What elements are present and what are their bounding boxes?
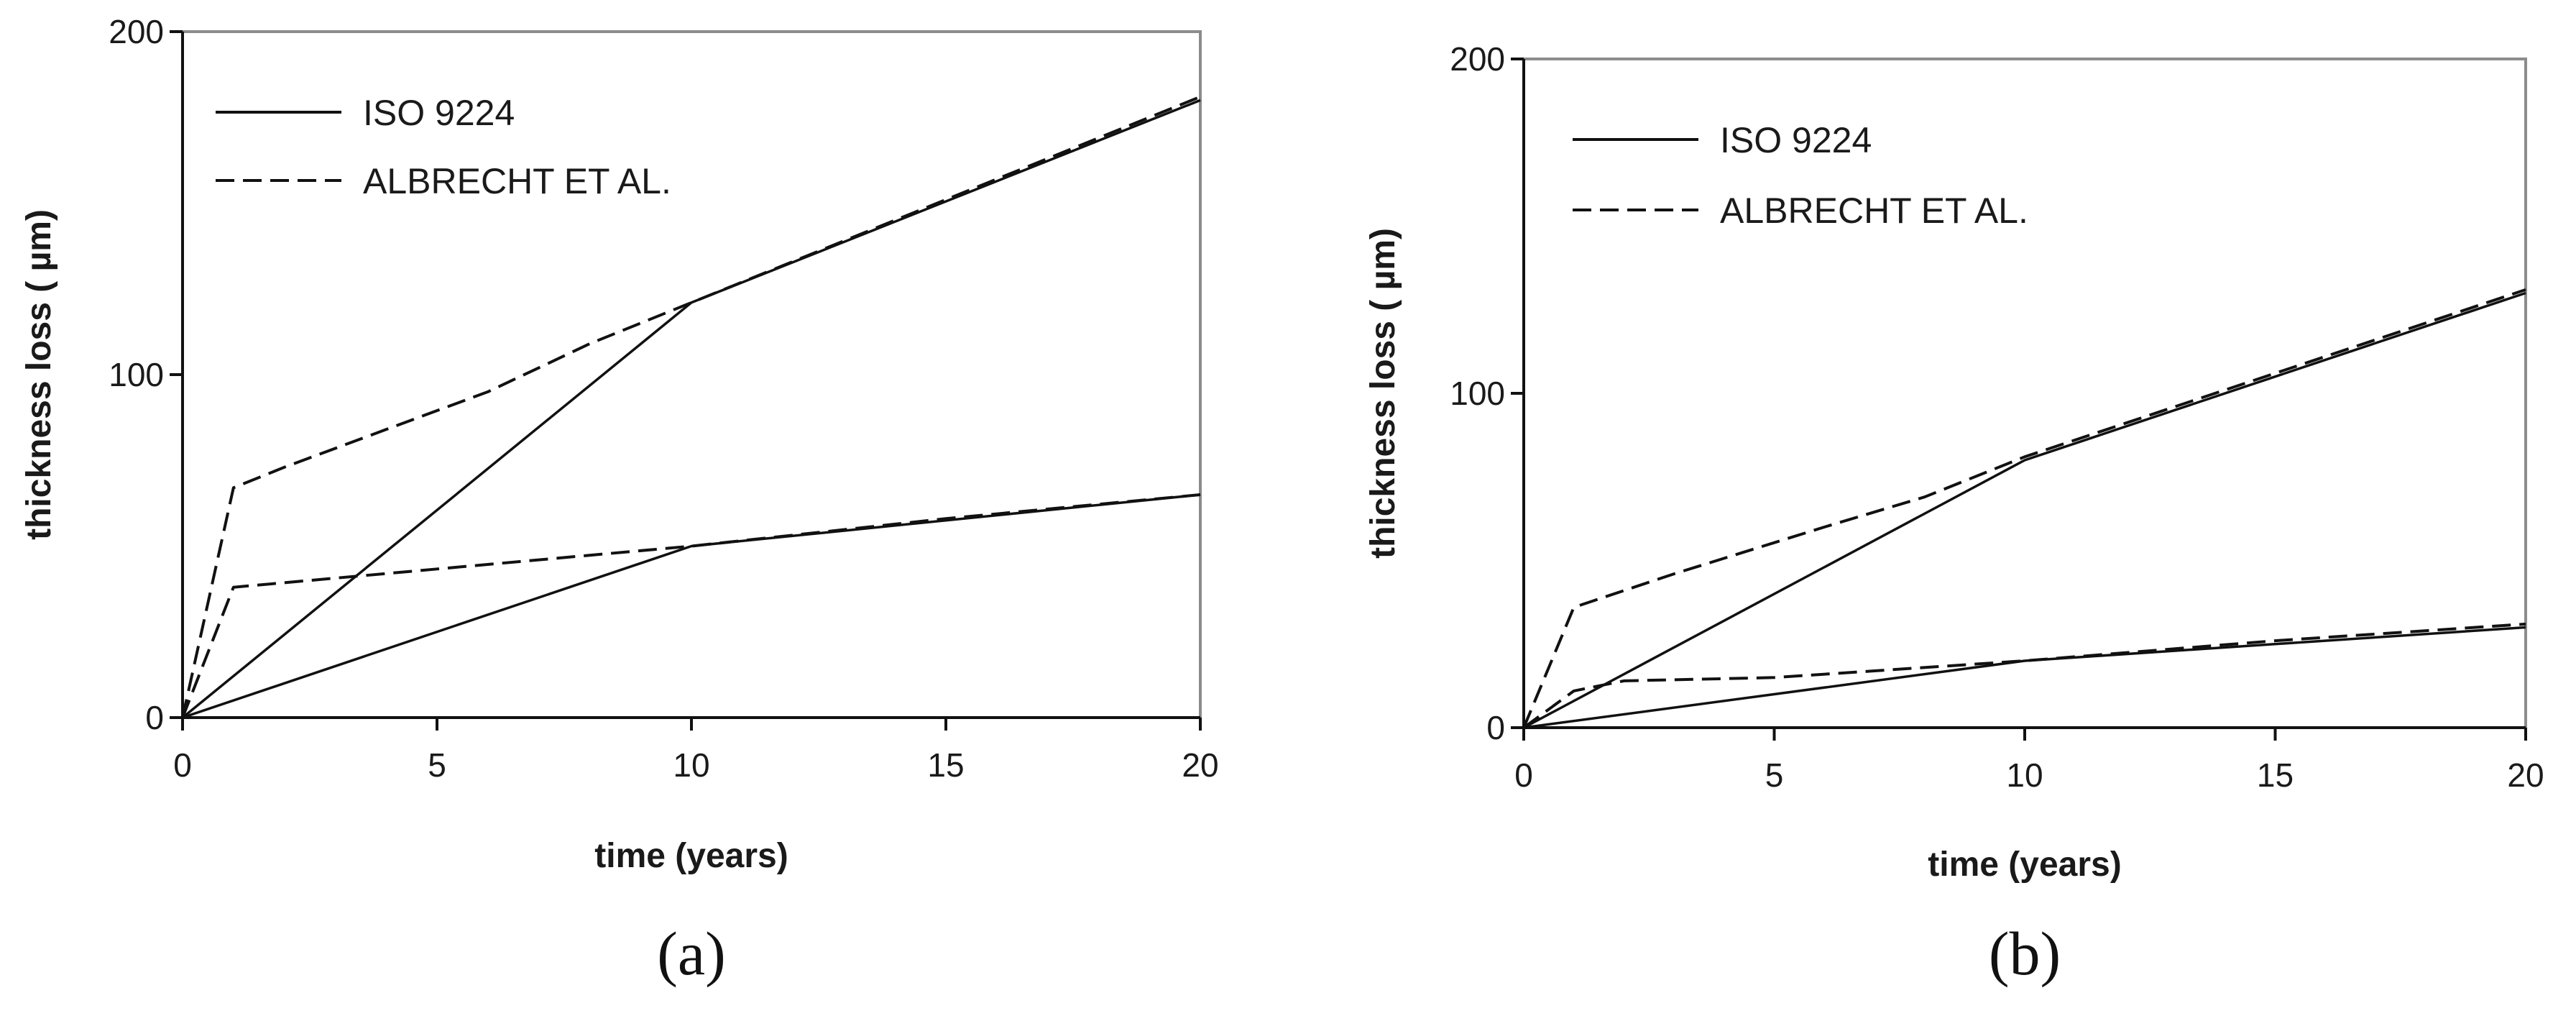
x-tick-label: 15: [927, 746, 964, 784]
plot-area: [181, 30, 1202, 719]
x-tick-label: 15: [2257, 756, 2294, 794]
x-tick-label: 5: [1765, 756, 1784, 794]
dashed-series-line-4: [1522, 622, 2526, 729]
x-tick-label: 0: [1514, 756, 1533, 794]
y-axis-title: thickness loss ( µm): [1364, 228, 1402, 559]
solid-series-line-2: [1523, 626, 2526, 729]
dashed-series-line-4: [181, 493, 1201, 718]
y-tick-label: 0: [145, 699, 164, 736]
panel-caption: (b): [1989, 919, 2061, 988]
x-axis-title: time (years): [594, 837, 788, 875]
legend-label: ALBRECHT ET AL.: [1720, 191, 2028, 231]
x-tick-label: 20: [2507, 756, 2544, 794]
dashed-series-line-3: [181, 95, 1201, 718]
y-tick-label: 200: [109, 13, 164, 50]
x-tick-label: 20: [1182, 746, 1218, 784]
y-tick-label: 100: [1450, 375, 1505, 412]
y-tick-label: 100: [109, 356, 164, 393]
legend-label: ISO 9224: [363, 93, 515, 133]
dashed-series-line-3: [1522, 288, 2526, 728]
x-tick-label: 0: [173, 746, 192, 784]
x-tick-label: 10: [673, 746, 709, 784]
legend-label: ALBRECHT ET AL.: [363, 161, 671, 201]
x-tick-label: 5: [428, 746, 446, 784]
y-axis-title: thickness loss ( µm): [20, 209, 58, 540]
solid-series-line-2: [182, 493, 1201, 719]
y-tick-label: 200: [1450, 40, 1505, 78]
y-tick-label: 0: [1486, 709, 1505, 746]
solid-series-line-1: [1523, 291, 2526, 729]
panel-caption: (a): [657, 919, 725, 988]
legend-label: ISO 9224: [1720, 120, 1872, 160]
plot-area: [1522, 58, 2527, 729]
solid-series-line-1: [181, 99, 1201, 719]
x-axis-title: time (years): [1928, 846, 2121, 884]
x-tick-label: 10: [2006, 756, 2043, 794]
